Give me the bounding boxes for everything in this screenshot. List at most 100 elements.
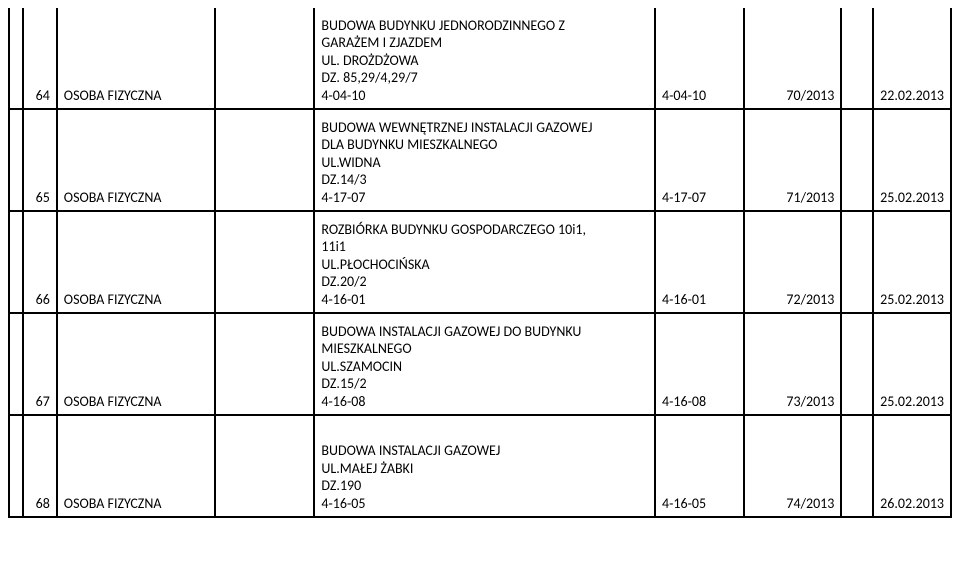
cell-num: 65 [24, 110, 58, 210]
cell-num: 67 [24, 314, 58, 414]
cell-blank2 [842, 314, 874, 414]
cell-applicant: OSOBA FIZYCZNA [58, 416, 217, 516]
cell-applicant: OSOBA FIZYCZNA [58, 8, 217, 108]
cell-gap [10, 8, 24, 108]
desc-line: BUDOWA INSTALACJI GAZOWEJ DO BUDYNKU [321, 323, 648, 341]
cell-gap [10, 314, 24, 414]
desc-line: UL.WIDNA [321, 154, 648, 172]
date1: 4-16-05 [662, 495, 737, 512]
desc-code: 4-17-07 [321, 189, 648, 207]
desc-line: BUDOWA BUDYNKU JEDNORODZINNEGO Z [321, 17, 648, 35]
cell-blank2 [842, 110, 874, 210]
cell-ref: 74/2013 [745, 416, 842, 516]
date2: 25.02.2013 [880, 189, 944, 206]
cell-date2: 22.02.2013 [874, 8, 950, 108]
cell-blank2 [842, 8, 874, 108]
row-number: 67 [36, 393, 50, 410]
cell-applicant: OSOBA FIZYCZNA [58, 110, 217, 210]
cell-date2: 25.02.2013 [874, 110, 950, 210]
applicant: OSOBA FIZYCZNA [64, 87, 209, 104]
cell-gap [10, 416, 24, 516]
cell-ref: 71/2013 [745, 110, 842, 210]
cell-blank2 [842, 416, 874, 516]
ref-number: 74/2013 [786, 495, 834, 512]
date2: 25.02.2013 [880, 393, 944, 410]
ref-number: 72/2013 [786, 291, 834, 308]
desc-line: DZ.14/3 [321, 171, 648, 189]
desc-line: DLA BUDYNKU MIESZKALNEGO [321, 136, 648, 154]
desc-line: UL.SZAMOCIN [321, 358, 648, 376]
table-row: 65 OSOBA FIZYCZNA BUDOWA WEWNĘTRZNEJ INS… [8, 110, 952, 212]
date1: 4-16-08 [662, 393, 737, 410]
cell-num: 68 [24, 416, 58, 516]
desc-line: 11i1 [321, 238, 648, 256]
cell-description: BUDOWA INSTALACJI GAZOWEJ UL.MAŁEJ ŻABKI… [315, 416, 656, 516]
cell-gap [10, 110, 24, 210]
desc-line: GARAŻEM I ZJAZDEM [321, 34, 648, 52]
applicant: OSOBA FIZYCZNA [64, 393, 209, 410]
ref-number: 73/2013 [786, 393, 834, 410]
cell-blank2 [842, 212, 874, 312]
date1: 4-16-01 [662, 291, 737, 308]
table-row: 67 OSOBA FIZYCZNA BUDOWA INSTALACJI GAZO… [8, 314, 952, 416]
row-number: 66 [36, 291, 50, 308]
table: 64 OSOBA FIZYCZNA BUDOWA BUDYNKU JEDNORO… [8, 8, 952, 518]
row-number: 68 [36, 495, 50, 512]
cell-description: BUDOWA BUDYNKU JEDNORODZINNEGO Z GARAŻEM… [315, 8, 656, 108]
cell-date2: 26.02.2013 [874, 416, 950, 516]
cell-blank [216, 212, 315, 312]
desc-line: UL.MAŁEJ ŻABKI [321, 460, 648, 478]
table-row: 64 OSOBA FIZYCZNA BUDOWA BUDYNKU JEDNORO… [8, 8, 952, 110]
cell-blank [216, 110, 315, 210]
desc-line: DZ.190 [321, 477, 648, 495]
desc-line: BUDOWA WEWNĘTRZNEJ INSTALACJI GAZOWEJ [321, 119, 648, 137]
cell-description: ROZBIÓRKA BUDYNKU GOSPODARCZEGO 10i1, 11… [315, 212, 656, 312]
cell-num: 64 [24, 8, 58, 108]
desc-line: ROZBIÓRKA BUDYNKU GOSPODARCZEGO 10i1, [321, 221, 648, 239]
desc-line: UL.PŁOCHOCIŃSKA [321, 256, 648, 274]
cell-applicant: OSOBA FIZYCZNA [58, 314, 217, 414]
desc-code: 4-04-10 [321, 87, 648, 105]
cell-blank [216, 416, 315, 516]
cell-date2: 25.02.2013 [874, 212, 950, 312]
table-row: 68 OSOBA FIZYCZNA BUDOWA INSTALACJI GAZO… [8, 416, 952, 518]
desc-line: DZ.20/2 [321, 273, 648, 291]
desc-code: 4-16-05 [321, 495, 648, 513]
row-number: 64 [36, 87, 50, 104]
cell-date1: 4-16-05 [656, 416, 745, 516]
date2: 26.02.2013 [880, 495, 944, 512]
desc-line: DZ.15/2 [321, 375, 648, 393]
cell-ref: 73/2013 [745, 314, 842, 414]
cell-date1: 4-17-07 [656, 110, 745, 210]
cell-date2: 25.02.2013 [874, 314, 950, 414]
desc-line: BUDOWA INSTALACJI GAZOWEJ [321, 442, 648, 460]
cell-gap [10, 212, 24, 312]
ref-number: 71/2013 [786, 189, 834, 206]
cell-description: BUDOWA INSTALACJI GAZOWEJ DO BUDYNKU MIE… [315, 314, 656, 414]
cell-date1: 4-04-10 [656, 8, 745, 108]
date2: 22.02.2013 [880, 87, 944, 104]
desc-code: 4-16-08 [321, 393, 648, 411]
applicant: OSOBA FIZYCZNA [64, 495, 209, 512]
date2: 25.02.2013 [880, 291, 944, 308]
cell-description: BUDOWA WEWNĘTRZNEJ INSTALACJI GAZOWEJ DL… [315, 110, 656, 210]
cell-ref: 70/2013 [745, 8, 842, 108]
applicant: OSOBA FIZYCZNA [64, 291, 209, 308]
cell-applicant: OSOBA FIZYCZNA [58, 212, 217, 312]
cell-num: 66 [24, 212, 58, 312]
row-number: 65 [36, 189, 50, 206]
cell-date1: 4-16-01 [656, 212, 745, 312]
date1: 4-17-07 [662, 189, 737, 206]
desc-line: DZ. 85,29/4,29/7 [321, 69, 648, 87]
date1: 4-04-10 [662, 87, 737, 104]
desc-line: MIESZKALNEGO [321, 340, 648, 358]
cell-blank [216, 314, 315, 414]
ref-number: 70/2013 [786, 87, 834, 104]
table-row: 66 OSOBA FIZYCZNA ROZBIÓRKA BUDYNKU GOSP… [8, 212, 952, 314]
desc-line: UL. DROŻDŻOWA [321, 52, 648, 70]
desc-code: 4-16-01 [321, 291, 648, 309]
cell-date1: 4-16-08 [656, 314, 745, 414]
cell-blank [216, 8, 315, 108]
cell-ref: 72/2013 [745, 212, 842, 312]
applicant: OSOBA FIZYCZNA [64, 189, 209, 206]
